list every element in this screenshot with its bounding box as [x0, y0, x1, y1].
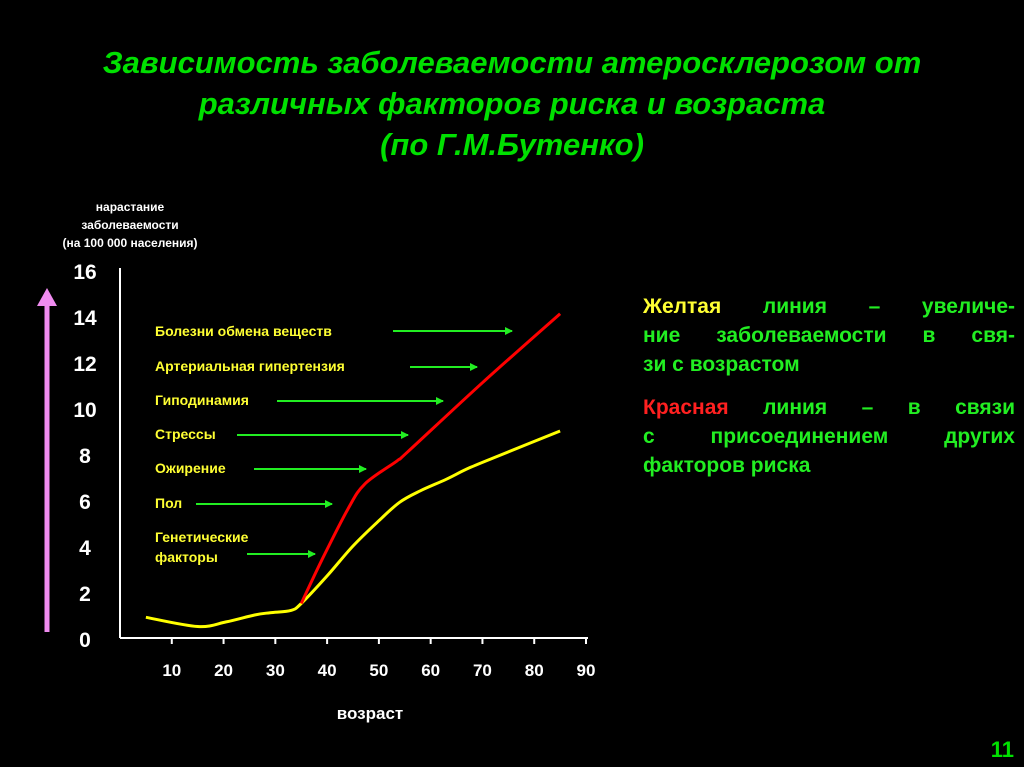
factor-label: Стрессы [155, 426, 216, 442]
y-label-line: заболеваемости [81, 218, 179, 232]
factor-label: Генетические факторы [155, 529, 249, 565]
y-label-line: (на 100 000 населения) [62, 236, 198, 250]
y-label-line: нарастание [95, 200, 165, 214]
y-tick-label: 14 [73, 307, 97, 330]
y-axis-label: нарастание заболеваемости (на 100 000 на… [40, 198, 220, 252]
note-text: с присоединением других [643, 425, 1015, 448]
x-tick-label: 40 [318, 661, 337, 680]
title-line: (по Г.М.Бутенко) [380, 127, 644, 162]
note-highlight: Желтая [643, 295, 722, 318]
note-text: ние заболеваемости в свя- [643, 324, 1015, 347]
x-tick-label: 80 [525, 661, 544, 680]
y-tick-label: 2 [79, 583, 91, 606]
x-tick-label: 90 [577, 661, 596, 680]
factor-label: Гиподинамия [155, 392, 249, 408]
y-increase-arrowhead [37, 288, 57, 306]
factor-label: Пол [155, 495, 183, 511]
y-tick-label: 6 [79, 491, 91, 514]
note-text: зи с возрастом [643, 353, 800, 376]
note-text: линия – увеличе- [721, 295, 1015, 318]
factor-label: Артериальная гипертензия [155, 358, 345, 374]
x-tick-label: 60 [421, 661, 440, 680]
x-tick-label: 70 [473, 661, 492, 680]
y-tick-label: 12 [73, 353, 96, 376]
factor-label: Болезни обмена веществ [155, 323, 332, 339]
note-yellow-line: Желтая линия – увеличе- ние заболеваемос… [643, 292, 1015, 379]
slide-title: Зависимость заболеваемости атеросклерозо… [0, 42, 1024, 165]
y-tick-label: 8 [79, 445, 91, 468]
title-line: различных факторов риска и возраста [198, 86, 826, 121]
x-tick-label: 20 [214, 661, 233, 680]
title-line: Зависимость заболеваемости атеросклерозо… [102, 45, 922, 80]
note-highlight: Красная [643, 396, 729, 419]
y-tick-label: 10 [73, 399, 96, 422]
note-red-line: Красная линия – в связи с присоединением… [643, 393, 1015, 480]
y-tick-label: 4 [79, 537, 91, 560]
note-text: линия – в связи [728, 396, 1015, 419]
y-tick-label: 16 [73, 261, 96, 284]
y-tick-label: 0 [79, 629, 91, 652]
series-line-yellow [145, 429, 561, 629]
x-tick-label: 50 [369, 661, 388, 680]
series-line-red [299, 312, 562, 605]
x-axis-label: возраст [336, 704, 404, 723]
note-text: факторов риска [643, 454, 811, 477]
x-tick-label: 30 [266, 661, 285, 680]
factor-label: Ожирение [155, 460, 226, 476]
page-number: 11 [990, 737, 1014, 762]
x-tick-label: 10 [162, 661, 181, 680]
